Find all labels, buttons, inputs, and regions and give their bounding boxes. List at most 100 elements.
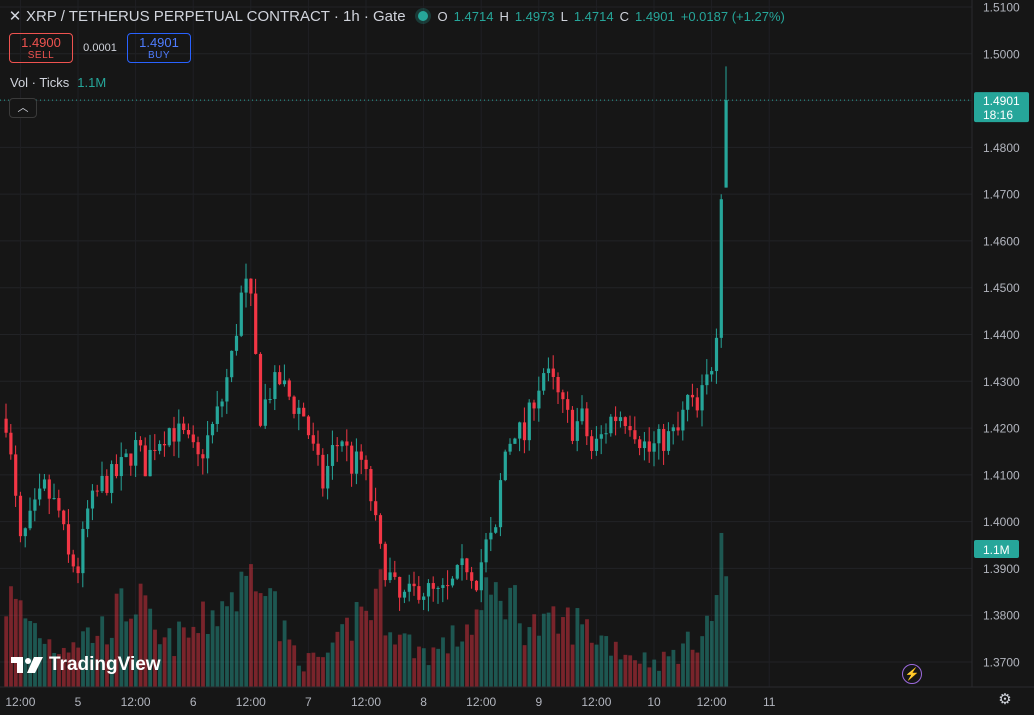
candle-body <box>57 498 61 511</box>
candle-body <box>652 443 656 452</box>
buy-button[interactable]: 1.4901 BUY <box>127 33 191 63</box>
volume-bar <box>508 587 513 687</box>
candle-body <box>575 421 579 441</box>
sell-button[interactable]: 1.4900 SELL <box>9 33 73 63</box>
collapse-legend-button[interactable]: ︿ <box>9 98 37 118</box>
candle-body <box>330 445 335 466</box>
candle-body <box>710 371 714 375</box>
volume-bar <box>282 620 287 687</box>
volume-bar <box>541 613 546 687</box>
candle-body <box>681 409 685 431</box>
volume-bar <box>412 658 417 687</box>
time-axis[interactable]: 12:00 5 12:00 6 12:00 7 12:00 8 12:00 9 12:00 10 12:… <box>0 686 1034 709</box>
candle-body <box>446 585 450 587</box>
volume-bar <box>263 596 268 687</box>
symbol-title[interactable]: XRP / TETHERUS PERPETUAL CONTRACT · 1h ·… <box>26 7 406 25</box>
volume-bar <box>402 633 407 687</box>
candle-body <box>326 465 330 489</box>
candle-body <box>186 429 191 435</box>
candle-body <box>450 578 455 586</box>
candle-body <box>42 479 47 489</box>
lightning-icon[interactable]: ⚡ <box>902 664 922 684</box>
candle-body <box>407 583 411 592</box>
volume-bar <box>599 635 604 687</box>
candle-body <box>359 451 363 460</box>
volume-bar <box>321 657 325 687</box>
candle-body <box>234 335 239 351</box>
candle-body <box>52 498 56 500</box>
candle-body <box>522 422 527 441</box>
volume-bar <box>661 651 666 687</box>
candle-body <box>273 372 277 400</box>
volume-bar <box>676 663 681 687</box>
volume-bar <box>66 652 71 687</box>
volume-bar <box>47 639 52 687</box>
volume-bar <box>642 652 647 687</box>
candle-body <box>474 580 479 591</box>
candle-body <box>138 440 143 446</box>
volume-bar <box>527 627 532 687</box>
volume-bar <box>205 633 210 687</box>
volume-bar <box>450 625 455 687</box>
candle-body <box>81 528 85 574</box>
trade-buttons: 1.4900 SELL 0.0001 1.4901 BUY <box>9 33 191 63</box>
volume-bar <box>201 601 205 687</box>
candle-body <box>513 438 517 444</box>
volume-bar <box>81 631 85 687</box>
volume-bar <box>119 588 124 687</box>
candle-body <box>705 374 709 386</box>
volume-bar <box>460 641 465 687</box>
candle-body <box>388 572 392 581</box>
volume-bar <box>196 633 201 687</box>
candle-body <box>426 583 431 597</box>
volume-bar <box>709 621 714 687</box>
volume-label: Vol · Ticks <box>10 75 70 90</box>
volume-bar <box>695 652 700 687</box>
volume-bar <box>311 652 316 687</box>
x-tick-label: 12:00 <box>581 695 611 709</box>
candle-body <box>230 350 234 378</box>
candle-body <box>686 394 690 410</box>
volume-bar <box>618 659 623 687</box>
volume-bar <box>628 655 633 687</box>
volume-bar <box>537 635 541 687</box>
volume-bar <box>229 592 234 687</box>
x-tick-label: 7 <box>305 695 312 709</box>
candle-body <box>378 515 383 544</box>
volume-bar <box>129 618 133 687</box>
y-tick-label: 1.4800 <box>983 141 1020 155</box>
volume-bar <box>513 585 517 687</box>
candle-body <box>153 449 157 451</box>
tradingview-logo[interactable]: TradingView <box>11 654 161 676</box>
y-tick-label: 1.3700 <box>983 656 1020 670</box>
candle-body <box>220 401 224 407</box>
volume-bar <box>589 642 594 687</box>
close-value: 1.4901 <box>634 8 675 24</box>
chevron-up-icon: ︿ <box>17 102 29 114</box>
candle-body <box>441 585 445 588</box>
candle-body <box>18 495 23 537</box>
candle-body <box>498 480 503 528</box>
volume-bar <box>426 665 431 687</box>
candle-body <box>292 396 296 414</box>
candle-body <box>417 586 421 600</box>
candle-body <box>364 459 368 470</box>
volume-bar <box>273 591 277 687</box>
volume-bar <box>700 636 705 687</box>
candle-body <box>258 353 263 426</box>
volume-bar <box>498 600 503 687</box>
volume-bar <box>517 623 522 687</box>
volume-bars <box>4 532 729 687</box>
candle-body <box>239 292 243 336</box>
candle-body <box>354 451 359 474</box>
volume-bar <box>585 619 589 687</box>
volume-bar <box>210 610 215 687</box>
volume-legend[interactable]: Vol · Ticks 1.1M <box>10 75 106 90</box>
volume-bar <box>359 606 364 687</box>
close-icon[interactable]: ✕ <box>8 8 22 25</box>
volume-bar <box>109 637 114 687</box>
gear-icon[interactable]: ⚙ <box>998 691 1012 708</box>
price-axis[interactable]: 1.51001.50001.49001.48001.47001.46001.45… <box>971 0 1029 687</box>
